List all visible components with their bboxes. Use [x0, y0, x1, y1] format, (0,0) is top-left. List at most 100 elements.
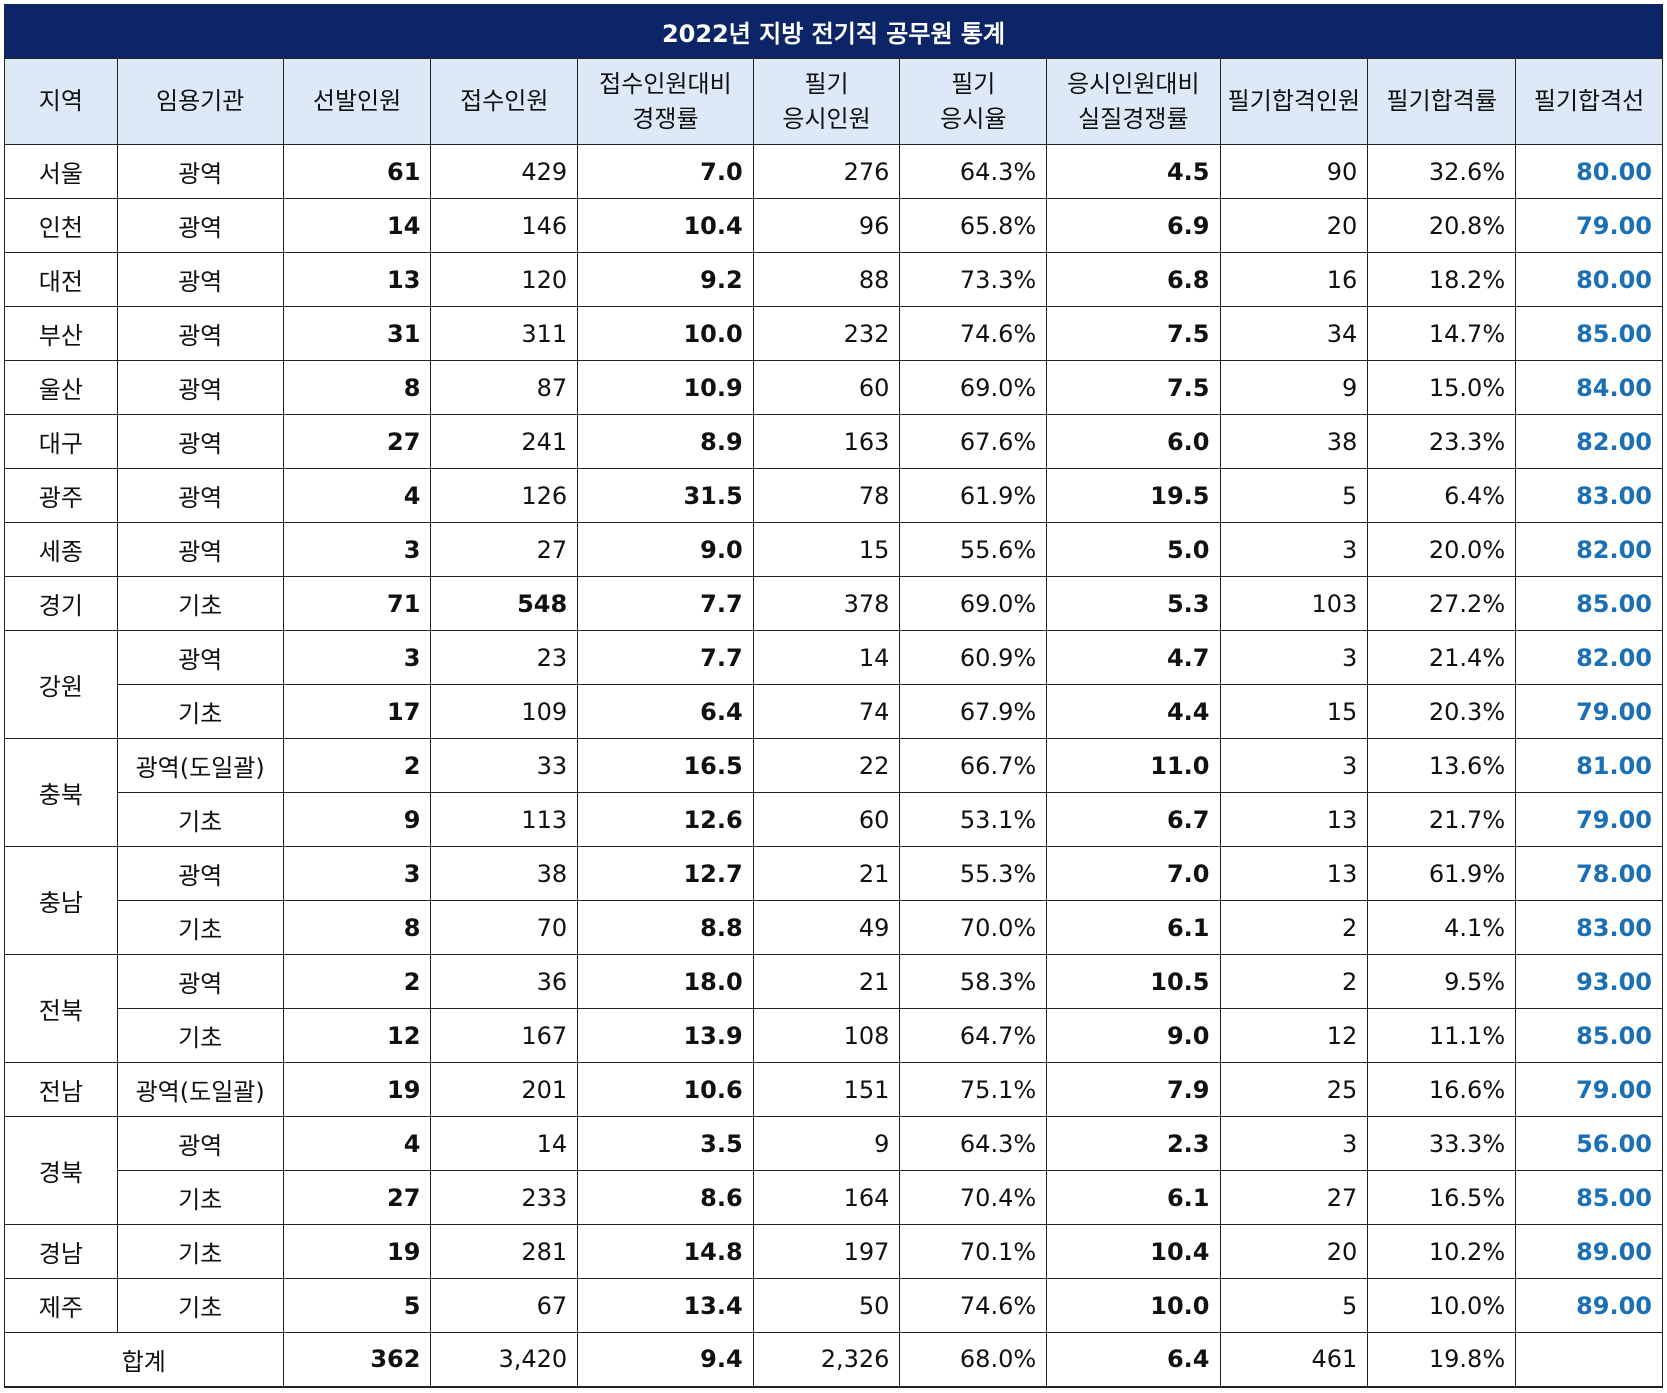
org-cell: 광역	[116, 630, 284, 685]
pass-count-cell: 15	[1219, 684, 1369, 739]
selected-count-cell: 3	[282, 630, 432, 685]
applicant-count-cell: 87	[430, 360, 579, 415]
pass-rate-cell: 11.1%	[1367, 1008, 1517, 1063]
applicant-count-cell: 311	[430, 306, 579, 361]
pass-rate-cell: 16.6%	[1367, 1062, 1517, 1117]
exam-takers-cell: 9	[752, 1116, 901, 1171]
attendance-rate-cell: 65.8%	[899, 198, 1048, 253]
competition-ratio-cell: 3.5	[577, 1116, 754, 1171]
pass-count-cell: 27	[1219, 1170, 1369, 1225]
cutoff-score-cell: 85.00	[1515, 1170, 1663, 1225]
header-row: 지역 임용기관 선발인원 접수인원 접수인원대비 경쟁률 필기 응시인원 필기 응시율 응시인원대비…	[4, 58, 1663, 145]
cutoff-score-cell: 56.00	[1515, 1116, 1663, 1171]
attendance-rate-cell: 61.9%	[899, 468, 1048, 523]
pass-count-cell: 12	[1219, 1008, 1369, 1063]
real-competition-cell: 6.1	[1046, 1170, 1221, 1225]
exam-takers-cell: 21	[752, 846, 901, 901]
table-row: 기초 27 233 8.6 164 70.4% 6.1 27 16.5% 85.00	[5, 1170, 1663, 1225]
region-cell: 부산	[4, 306, 118, 361]
pass-rate-cell: 10.2%	[1367, 1224, 1517, 1279]
selected-count-cell: 12	[282, 1008, 432, 1063]
cutoff-score-cell: 82.00	[1515, 414, 1663, 469]
cutoff-score-cell: 83.00	[1515, 468, 1663, 523]
competition-ratio-cell: 9.0	[577, 522, 754, 577]
exam-takers-cell: 276	[752, 144, 901, 199]
pass-count-cell: 3	[1219, 522, 1369, 577]
org-cell: 광역	[116, 1116, 284, 1171]
applicant-count-cell: 67	[430, 1278, 579, 1333]
table-row: 기초 12 167 13.9 108 64.7% 9.0 12 11.1% 85.00	[5, 1008, 1663, 1063]
cutoff-score-cell: 85.00	[1515, 1008, 1663, 1063]
region-cell: 울산	[4, 360, 118, 415]
real-competition-cell: 9.0	[1046, 1008, 1221, 1063]
selected-count-cell: 8	[282, 360, 432, 415]
total-passrate-cell: 19.8%	[1367, 1332, 1517, 1388]
attendance-rate-cell: 58.3%	[899, 954, 1048, 1009]
region-cell: 대구	[4, 414, 118, 469]
org-cell: 광역	[116, 414, 284, 469]
total-row: 합계 362 3,420 9.4 2,326 68.0% 6.4 461 19.8%	[4, 1332, 1663, 1388]
org-cell: 광역	[116, 468, 284, 523]
selected-count-cell: 19	[282, 1224, 432, 1279]
selected-count-cell: 31	[282, 306, 432, 361]
attendance-rate-cell: 69.0%	[899, 576, 1048, 631]
header-label: 지역	[38, 87, 83, 116]
exam-takers-cell: 378	[752, 576, 901, 631]
pass-count-cell: 90	[1219, 144, 1369, 199]
cutoff-score-cell: 79.00	[1515, 684, 1663, 739]
pass-rate-cell: 4.1%	[1367, 900, 1517, 955]
selected-count-cell: 3	[282, 522, 432, 577]
pass-rate-cell: 6.4%	[1367, 468, 1517, 523]
pass-rate-cell: 9.5%	[1367, 954, 1517, 1009]
org-cell: 광역	[116, 360, 284, 415]
header-label: 필기	[951, 69, 996, 98]
competition-ratio-cell: 18.0	[577, 954, 754, 1009]
total-pass-cell: 461	[1219, 1332, 1369, 1388]
pass-count-cell: 16	[1219, 252, 1369, 307]
applicant-count-cell: 146	[430, 198, 579, 253]
org-cell: 기초	[116, 1278, 284, 1333]
competition-ratio-cell: 31.5	[577, 468, 754, 523]
header-label: 필기합격인원	[1227, 87, 1361, 116]
org-cell: 기초	[116, 1170, 284, 1225]
header-label: 경쟁률	[632, 104, 699, 133]
real-competition-cell: 19.5	[1046, 468, 1221, 523]
competition-ratio-cell: 8.8	[577, 900, 754, 955]
applicant-count-cell: 201	[430, 1062, 579, 1117]
table-row: 경남 기초 19 281 14.8 197 70.1% 10.4 20 10.2% 89.00	[4, 1224, 1663, 1279]
pass-rate-cell: 27.2%	[1367, 576, 1517, 631]
table-row: 기초 8 70 8.8 49 70.0% 6.1 2 4.1% 83.00	[5, 900, 1663, 955]
total-competition-cell: 9.4	[577, 1332, 754, 1388]
real-competition-cell: 10.0	[1046, 1278, 1221, 1333]
pass-count-cell: 3	[1219, 738, 1369, 793]
table-row: 전남 광역(도일괄) 19 201 10.6 151 75.1% 7.9 25 16.6% 79.0…	[4, 1062, 1663, 1117]
region-cell: 대전	[4, 252, 118, 307]
attendance-rate-cell: 70.4%	[899, 1170, 1048, 1225]
competition-ratio-cell: 12.6	[577, 792, 754, 847]
pass-count-cell: 25	[1219, 1062, 1369, 1117]
cutoff-score-cell: 79.00	[1515, 198, 1663, 253]
total-real-cell: 6.4	[1046, 1332, 1221, 1388]
pass-rate-cell: 14.7%	[1367, 306, 1517, 361]
exam-takers-cell: 164	[752, 1170, 901, 1225]
exam-takers-cell: 50	[752, 1278, 901, 1333]
selected-count-cell: 2	[282, 954, 432, 1009]
total-applicant-cell: 3,420	[430, 1332, 579, 1388]
region-cell: 제주	[4, 1278, 118, 1333]
competition-ratio-cell: 7.0	[577, 144, 754, 199]
real-competition-cell: 5.0	[1046, 522, 1221, 577]
applicant-count-cell: 23	[430, 630, 579, 685]
pass-count-cell: 20	[1219, 198, 1369, 253]
table-row: 광주 광역 4 126 31.5 78 61.9% 19.5 5 6.4% 83.00	[4, 468, 1663, 523]
real-competition-cell: 6.8	[1046, 252, 1221, 307]
header-label: 접수인원대비	[599, 69, 732, 98]
header-cell: 필기 응시인원	[752, 58, 901, 145]
real-competition-cell: 4.5	[1046, 144, 1221, 199]
pass-count-cell: 13	[1219, 792, 1369, 847]
pass-count-cell: 103	[1219, 576, 1369, 631]
selected-count-cell: 27	[282, 414, 432, 469]
table-row: 세종 광역 3 27 9.0 15 55.6% 5.0 3 20.0% 82.00	[4, 522, 1663, 577]
region-cell: 전북	[4, 954, 118, 1063]
header-label: 필기합격률	[1386, 87, 1497, 116]
attendance-rate-cell: 55.6%	[899, 522, 1048, 577]
